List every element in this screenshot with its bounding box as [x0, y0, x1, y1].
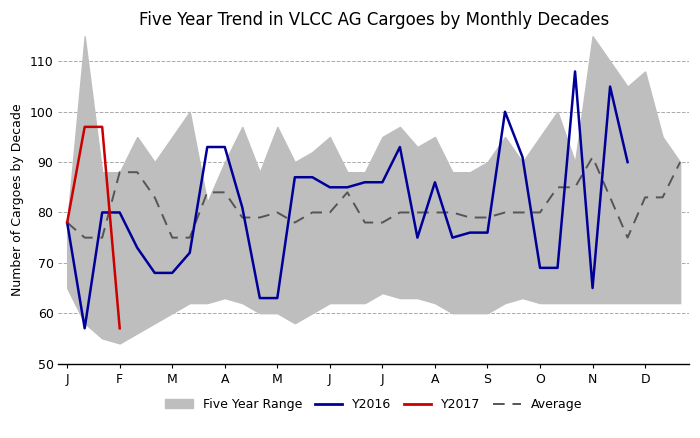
Y-axis label: Number of Cargoes by Decade: Number of Cargoes by Decade: [11, 103, 24, 296]
Title: Five Year Trend in VLCC AG Cargoes by Monthly Decades: Five Year Trend in VLCC AG Cargoes by Mo…: [139, 11, 609, 29]
Legend: Five Year Range, Y2016, Y2017, Average: Five Year Range, Y2016, Y2017, Average: [160, 393, 587, 416]
